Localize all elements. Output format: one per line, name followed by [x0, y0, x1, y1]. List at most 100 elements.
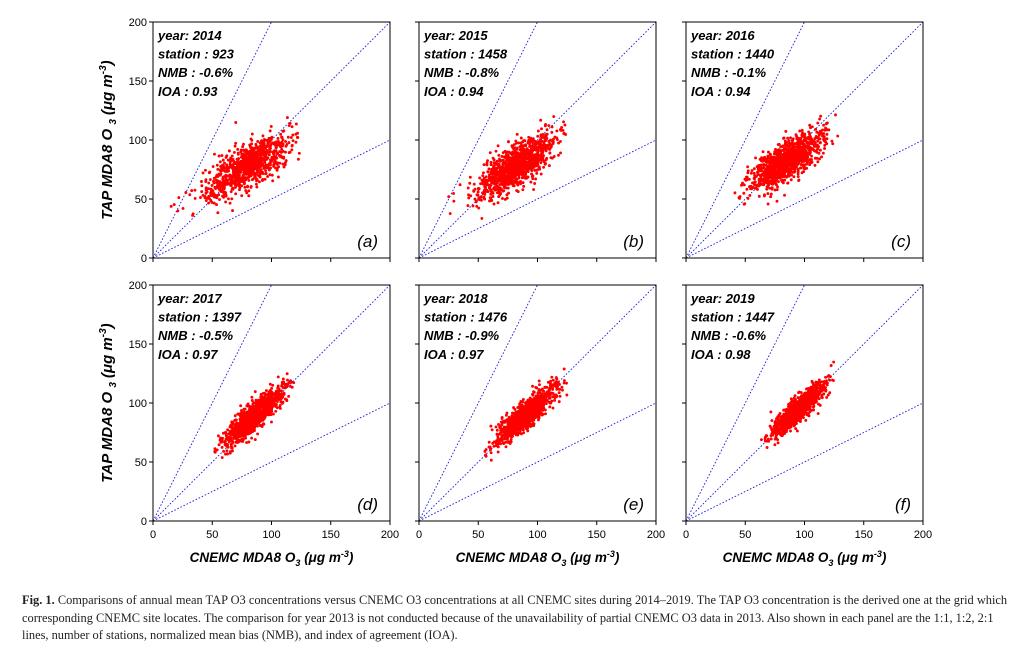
- data-point: [761, 150, 765, 154]
- data-point: [791, 143, 795, 147]
- data-point: [763, 159, 767, 163]
- data-point: [804, 148, 807, 152]
- data-point: [239, 423, 243, 427]
- data-point: [284, 159, 288, 163]
- data-point: [767, 179, 771, 183]
- data-point: [519, 136, 523, 140]
- data-point: [212, 192, 216, 196]
- data-point: [544, 123, 548, 126]
- data-point: [797, 178, 801, 182]
- data-point: [250, 132, 254, 136]
- data-point: [528, 144, 532, 148]
- data-point: [277, 392, 281, 396]
- data-point: [493, 175, 497, 179]
- data-point: [499, 188, 503, 192]
- data-point: [549, 146, 553, 149]
- data-point: [276, 386, 280, 390]
- data-point: [495, 184, 499, 188]
- data-point: [283, 382, 287, 386]
- data-point: [555, 387, 559, 391]
- data-point: [200, 190, 204, 194]
- data-point: [241, 159, 245, 162]
- data-point: [518, 161, 522, 165]
- data-point: [536, 129, 540, 133]
- data-point: [268, 162, 271, 165]
- data-point: [520, 152, 524, 156]
- data-point: [244, 415, 247, 419]
- data-point: [524, 150, 528, 154]
- data-point: [231, 180, 235, 184]
- data-point: [788, 144, 792, 148]
- data-point: [515, 154, 518, 158]
- data-point: [753, 177, 756, 181]
- data-point: [535, 171, 539, 175]
- data-point: [172, 203, 176, 207]
- data-point: [263, 158, 267, 162]
- data-point: [765, 187, 769, 191]
- data-point: [820, 132, 824, 135]
- data-point: [756, 168, 760, 171]
- data-point: [748, 193, 752, 197]
- data-point: [249, 185, 253, 189]
- data-point: [484, 186, 488, 190]
- data-point: [758, 163, 762, 167]
- data-point: [254, 398, 258, 402]
- data-point: [785, 168, 789, 172]
- data-point: [803, 135, 807, 139]
- y-tick-label: 0: [141, 253, 147, 265]
- data-point: [544, 412, 547, 416]
- data-point: [790, 139, 794, 142]
- data-point: [766, 192, 770, 196]
- data-point: [521, 188, 525, 192]
- data-point: [245, 157, 249, 161]
- data-point: [762, 183, 765, 187]
- data-point: [260, 415, 264, 418]
- data-point: [295, 135, 299, 139]
- data-point: [263, 177, 267, 181]
- data-point: [521, 140, 525, 144]
- data-point: [272, 397, 276, 401]
- data-point: [241, 425, 245, 429]
- data-point: [821, 151, 825, 155]
- data-point: [247, 178, 251, 182]
- data-point: [749, 171, 753, 175]
- panel-year: year: 2015: [423, 28, 488, 43]
- data-point: [264, 152, 268, 156]
- data-point: [477, 187, 481, 191]
- data-point: [536, 160, 540, 163]
- data-point: [522, 184, 526, 188]
- data-point: [256, 140, 260, 143]
- data-point: [773, 178, 777, 182]
- data-point: [799, 139, 803, 143]
- data-point: [231, 209, 234, 213]
- y-tick-label: 50: [135, 457, 147, 469]
- data-point: [468, 181, 472, 185]
- y-tick-label: 150: [129, 76, 147, 88]
- data-point: [525, 166, 529, 170]
- data-point: [471, 204, 475, 208]
- data-point: [235, 423, 239, 427]
- data-point: [263, 137, 266, 141]
- data-point: [513, 163, 517, 167]
- data-point: [776, 166, 780, 169]
- data-point: [810, 160, 814, 164]
- data-point: [278, 405, 282, 409]
- data-point: [290, 148, 294, 152]
- data-point: [237, 184, 241, 187]
- data-point: [274, 166, 277, 170]
- data-point: [532, 424, 536, 428]
- data-point: [503, 183, 507, 187]
- data-point: [491, 191, 495, 195]
- data-point: [559, 151, 562, 155]
- data-point: [200, 184, 204, 188]
- data-point: [474, 200, 478, 204]
- data-point: [565, 381, 568, 385]
- data-point: [239, 148, 243, 152]
- data-point: [814, 136, 818, 140]
- data-point: [226, 445, 230, 449]
- data-point: [787, 167, 791, 171]
- data-point: [792, 175, 796, 179]
- data-point: [248, 418, 252, 422]
- data-point: [287, 141, 291, 145]
- data-point: [277, 142, 281, 146]
